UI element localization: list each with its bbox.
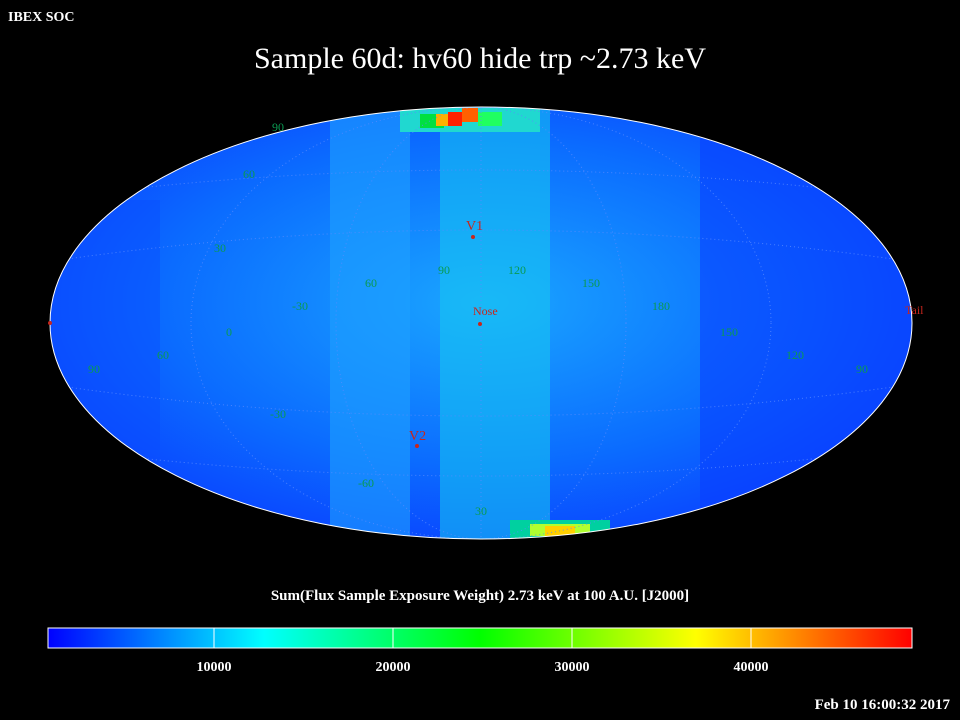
- colorbar-tick: 40000: [733, 660, 769, 675]
- colorbar-label: Sum(Flux Sample Exposure Weight) 2.73 ke…: [270, 588, 690, 604]
- grid-labels: 90 60 30 0 -30 -60 90 60 -30 60 90 120 1…: [88, 120, 868, 518]
- svg-text:60: 60: [157, 348, 169, 362]
- colorbar-tick: 30000: [554, 660, 590, 675]
- svg-text:60: 60: [243, 167, 255, 181]
- colorbar-ticks: 10000 20000 30000 40000: [0, 660, 960, 680]
- timestamp: Feb 10 16:00:32 2017: [814, 697, 950, 713]
- flux-map: [50, 107, 912, 539]
- nose-marker: [478, 322, 482, 326]
- tail-label: Tail: [905, 303, 924, 317]
- svg-text:120: 120: [786, 348, 804, 362]
- svg-text:-30: -30: [270, 407, 286, 421]
- svg-text:90: 90: [88, 362, 100, 376]
- v1-label: V1: [466, 219, 483, 234]
- svg-text:30: 30: [475, 504, 487, 518]
- svg-text:60: 60: [365, 276, 377, 290]
- svg-text:180: 180: [652, 299, 670, 313]
- svg-text:90: 90: [272, 120, 284, 134]
- soc-label: IBEX SOC: [8, 10, 75, 25]
- svg-text:0: 0: [226, 325, 232, 339]
- colorbar: [47, 627, 913, 649]
- v2-marker: [415, 444, 419, 448]
- svg-text:30: 30: [214, 241, 226, 255]
- markers: V1 Nose V2 Tail: [48, 219, 924, 448]
- svg-text:-60: -60: [358, 476, 374, 490]
- v1-marker: [471, 235, 475, 239]
- anti-nose-marker: [48, 321, 52, 325]
- svg-text:150: 150: [720, 325, 738, 339]
- colorbar-tick: 10000: [196, 660, 232, 675]
- svg-text:150: 150: [582, 276, 600, 290]
- svg-text:90: 90: [856, 362, 868, 376]
- colorbar-tick: 20000: [375, 660, 411, 675]
- svg-text:-30: -30: [292, 299, 308, 313]
- svg-text:120: 120: [508, 263, 526, 277]
- nose-label: Nose: [473, 304, 498, 318]
- svg-text:90: 90: [438, 263, 450, 277]
- v2-label: V2: [409, 429, 426, 444]
- map-title: Sample 60d: hv60 hide trp ~2.73 keV: [253, 42, 706, 75]
